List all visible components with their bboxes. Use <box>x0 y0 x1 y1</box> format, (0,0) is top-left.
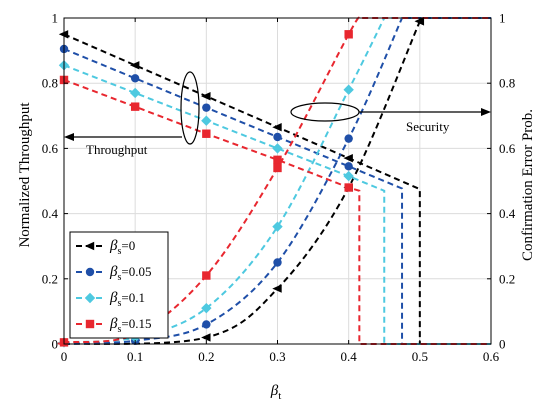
legend-label: βs=0.15 <box>109 316 151 335</box>
error-prob-marker <box>202 320 211 329</box>
error-prob-marker <box>273 163 282 173</box>
left-y-tick-label: 0.4 <box>42 206 59 221</box>
error-prob-marker <box>202 271 211 280</box>
right-y-tick-label: 0 <box>499 337 506 352</box>
x-tick-label: 0 <box>61 349 68 364</box>
plot-series <box>57 16 491 348</box>
throughput-marker <box>129 61 140 70</box>
left-y-tick-label: 1 <box>52 11 59 26</box>
x-tick-label: 0.6 <box>483 349 500 364</box>
error-prob-marker <box>272 284 282 293</box>
throughput-annotation: Throughput <box>86 142 148 157</box>
legend-entry: βs=0 <box>76 238 135 257</box>
legend-label-main: β <box>109 290 118 306</box>
x-tick-label: 0.5 <box>412 349 428 364</box>
throughput-marker <box>130 102 140 111</box>
legend-marker <box>84 241 95 251</box>
right-y-tick-label: 0.8 <box>499 76 515 91</box>
legend-label-val: =0.05 <box>121 264 151 279</box>
legend-label: βs=0.1 <box>109 290 145 309</box>
throughput-marker <box>201 92 211 101</box>
right-y-tick-label: 0.6 <box>499 141 516 156</box>
throughput-line <box>63 79 491 345</box>
x-tick-label: 0.4 <box>341 349 358 364</box>
throughput-marker <box>272 143 283 154</box>
right-y-axis-label: Confirmation Error Prob. <box>520 109 536 261</box>
right-y-tick-label: 1 <box>499 11 506 26</box>
throughput-marker <box>202 103 211 112</box>
right-y-tick-label: 0.2 <box>499 271 515 286</box>
right-y-tick-label: 0.4 <box>499 206 516 221</box>
throughput-marker <box>343 170 354 182</box>
x-tick-label: 0.2 <box>198 349 214 364</box>
legend-label: βs=0 <box>109 238 135 257</box>
throughput-marker <box>129 87 141 99</box>
error-prob-marker <box>201 333 211 342</box>
throughput-line <box>63 33 491 345</box>
legend-entry: βs=0.15 <box>76 316 151 335</box>
legend-label-main: β <box>109 316 118 332</box>
x-axis-label: βt <box>270 383 282 402</box>
throughput-marker <box>343 153 353 163</box>
error-prob-marker <box>272 221 283 232</box>
legend-label-val: =0 <box>121 238 135 253</box>
legend-label-sub: s <box>117 298 121 309</box>
error-prob-line <box>63 17 491 345</box>
security-annotation: Security <box>406 119 450 134</box>
legend-label-sub: s <box>117 324 121 335</box>
legend-label-val: =0.15 <box>121 316 151 331</box>
throughput-line <box>63 48 491 345</box>
legend-marker <box>84 292 96 304</box>
legend-marker <box>85 267 95 277</box>
error-prob-marker <box>273 258 282 267</box>
x-axis-ticks: 0 0.1 0.2 0.3 0.4 0.5 0.6 <box>61 18 500 364</box>
legend-entry: βs=0.05 <box>76 264 151 283</box>
throughput-marker <box>130 74 140 83</box>
throughput-marker <box>201 115 212 126</box>
legend-label-main: β <box>109 264 118 280</box>
error-prob-marker <box>201 302 212 314</box>
throughput-line <box>63 64 491 345</box>
throughput-marker <box>344 183 353 192</box>
throughput-marker <box>344 162 353 171</box>
annotations: Throughput Security <box>64 71 491 157</box>
legend-label: βs=0.05 <box>109 264 151 283</box>
legend-label-sub: s <box>117 246 121 257</box>
legend-label-main: β <box>109 238 118 254</box>
throughput-group-ellipse <box>180 71 200 145</box>
x-tick-label: 0.1 <box>127 349 143 364</box>
left-y-tick-label: 0.6 <box>42 141 59 156</box>
left-y-tick-label: 0 <box>52 337 59 352</box>
error-prob-marker <box>344 30 353 39</box>
right-y-axis-ticks: 0 0.2 0.4 0.6 0.8 1 <box>487 11 516 352</box>
error-prob-marker <box>414 17 425 26</box>
throughput-marker <box>202 129 211 138</box>
x-axis-label-sub: t <box>278 390 281 402</box>
throughput-marker <box>273 155 282 165</box>
throughput-marker <box>272 123 282 132</box>
left-y-axis-ticks: 0 0.2 0.4 0.6 0.8 1 <box>42 11 68 352</box>
throughput-marker <box>273 132 282 142</box>
x-tick-label: 0.3 <box>269 349 285 364</box>
left-y-tick-label: 0.2 <box>42 271 58 286</box>
legend-label-sub: s <box>117 272 121 283</box>
legend-entry: βs=0.1 <box>76 290 145 309</box>
x-axis-label-main: β <box>270 383 279 399</box>
right-arrow-icon <box>481 108 491 116</box>
left-arrow-icon <box>64 133 74 141</box>
legend-marker <box>85 319 95 329</box>
error-prob-marker <box>344 134 353 143</box>
left-y-tick-label: 0.8 <box>42 76 58 91</box>
error-prob-marker <box>343 84 354 95</box>
legend-label-val: =0.1 <box>121 290 145 305</box>
left-y-axis-label: Normalized Throughput <box>17 102 33 248</box>
